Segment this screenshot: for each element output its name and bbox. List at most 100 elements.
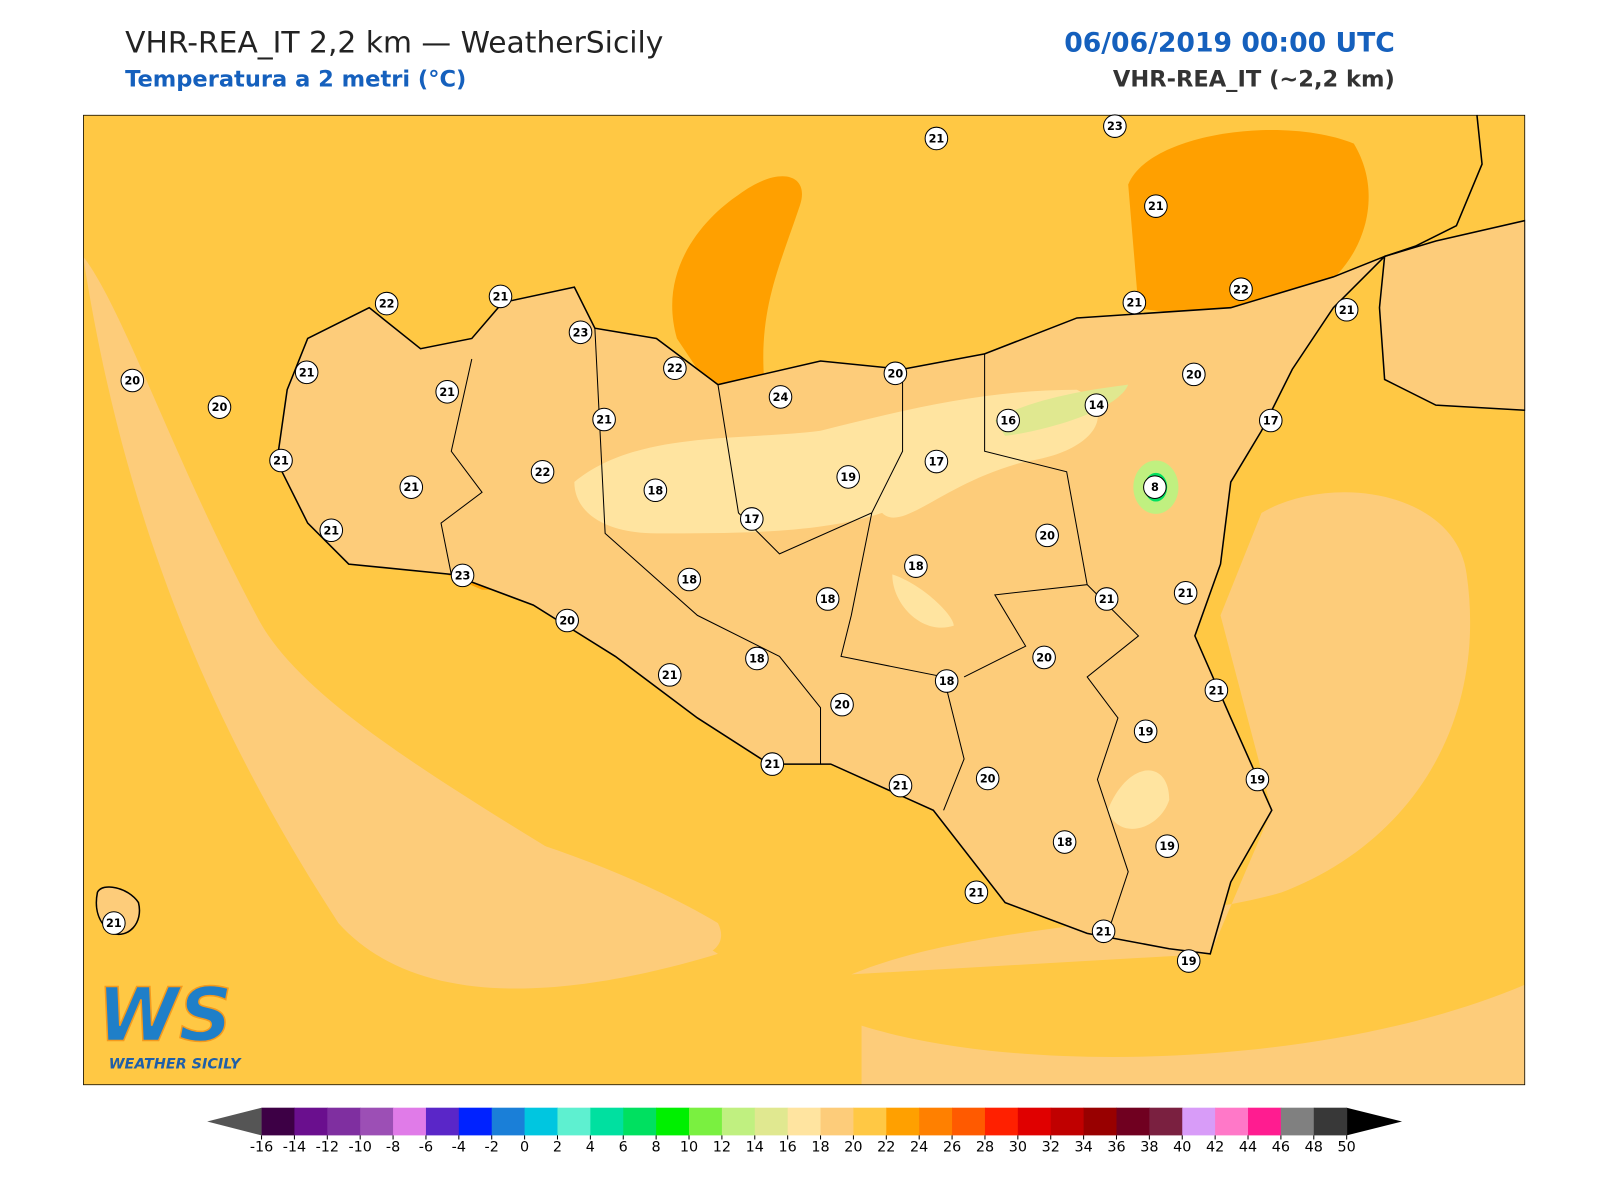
station-value: 21 — [403, 481, 419, 494]
colorbar-swatch — [1083, 1107, 1118, 1136]
station-value: 20 — [559, 615, 575, 628]
warm-area — [672, 176, 802, 385]
colorbar-tick-label: 38 — [1140, 1140, 1158, 1156]
station-marker — [677, 567, 702, 592]
colorbar-tick-label: 30 — [1009, 1140, 1027, 1156]
colorbar-tick-label: -2 — [485, 1140, 499, 1156]
colorbar-swatch — [491, 1107, 526, 1136]
station-marker — [102, 911, 126, 935]
station-marker — [568, 320, 593, 345]
colorbar: -16 -14 -12 -10 -8 -6 -4 -2 0 2 4 6 8 10 12 14 16 18 20 22 2… — [207, 1107, 1403, 1156]
station-marker — [830, 692, 854, 717]
station-marker — [964, 880, 989, 905]
station-value: 21 — [323, 524, 339, 537]
colorbar-tick-label: 42 — [1206, 1140, 1224, 1156]
colorbar-under — [207, 1107, 262, 1136]
station-marker — [996, 408, 1020, 433]
logo-name: WEATHER SICILY — [109, 1057, 242, 1073]
station-value: 17 — [1263, 415, 1279, 428]
station-value: 20 — [888, 367, 904, 380]
colorbar-swatch — [557, 1107, 591, 1136]
station-marker — [904, 554, 928, 578]
colorbar-tick-label: 28 — [976, 1140, 994, 1156]
colorbar-over — [1346, 1107, 1403, 1136]
station-marker — [739, 507, 764, 531]
station-value: 17 — [929, 456, 945, 469]
station-marker — [1176, 949, 1201, 973]
colorbar-tick-label: 8 — [652, 1140, 661, 1156]
station-value: 22 — [667, 362, 683, 375]
colorbar-tick-label: 22 — [877, 1140, 895, 1156]
station-marker — [836, 465, 860, 489]
station-marker — [450, 563, 475, 588]
map: 21 23 21 22 21 23 22 24 20 21 22 21 20 20 20 21 21 21 16 14… — [83, 114, 1526, 1086]
colorbar-swatch — [689, 1107, 723, 1136]
station-value: 20 — [834, 699, 850, 712]
colorbar-swatch — [590, 1107, 624, 1136]
colorbar-tick-label: 0 — [520, 1140, 529, 1156]
colorbar-swatch — [425, 1107, 460, 1136]
station-marker — [1182, 362, 1206, 387]
colorbar-tick-label: -4 — [452, 1140, 466, 1156]
station-value: 20 — [1039, 529, 1055, 542]
colorbar-tick-label: 20 — [844, 1140, 862, 1156]
colorbar-tick-label: 26 — [943, 1140, 961, 1156]
station-marker — [530, 460, 555, 484]
station-marker — [1204, 678, 1229, 703]
station-marker — [888, 773, 913, 798]
station-value: 22 — [535, 466, 551, 479]
colorbar-swatch — [1116, 1107, 1150, 1136]
station-value: 21 — [596, 414, 612, 427]
station-value: 20 — [1186, 368, 1202, 381]
station-marker — [1229, 277, 1253, 302]
colorbar-tick-label: 32 — [1042, 1140, 1060, 1156]
colorbar-swatch — [919, 1107, 953, 1136]
station-value: 24 — [773, 391, 789, 404]
station-value: 21 — [662, 669, 678, 682]
station-value: 18 — [681, 574, 697, 587]
coastline — [276, 255, 1386, 955]
station-value: 18 — [820, 593, 836, 606]
colorbar-tick-label: 48 — [1305, 1140, 1323, 1156]
colorbar-swatch — [458, 1107, 493, 1136]
station-marker — [934, 669, 959, 693]
colorbar-swatch — [820, 1107, 854, 1136]
station-value: 20 — [980, 772, 996, 785]
colorbar-swatch — [294, 1107, 328, 1136]
station-marker — [269, 448, 293, 473]
station-value: 19 — [1159, 840, 1175, 853]
colorbar-tick-label: 18 — [811, 1140, 829, 1156]
station-value: 14 — [1089, 399, 1105, 412]
station-marker — [120, 368, 145, 393]
station-value: 23 — [455, 569, 471, 582]
map-layers — [83, 114, 1526, 1086]
station-marker — [1258, 408, 1283, 433]
station-marker — [1133, 719, 1158, 744]
station-value: 23 — [573, 326, 589, 339]
station-marker — [760, 752, 785, 776]
station-value: 21 — [969, 886, 985, 899]
station-marker — [1035, 523, 1059, 548]
warm-area — [1128, 130, 1369, 312]
colorbar-swatch — [1182, 1107, 1216, 1136]
colorbar-swatch — [886, 1107, 920, 1136]
station-marker — [1103, 114, 1127, 138]
station-marker — [1334, 297, 1359, 322]
cool-area — [892, 574, 1170, 829]
station-marker — [319, 518, 344, 543]
station-value: 19 — [1138, 725, 1154, 738]
station-marker — [294, 360, 319, 385]
colorbar-swatch — [952, 1107, 986, 1136]
provinces — [440, 328, 1140, 934]
logo-mark: WS — [97, 973, 232, 1059]
station-marker — [207, 395, 232, 419]
colorbar-tick-label: -8 — [386, 1140, 400, 1156]
colorbar-swatch — [1248, 1107, 1282, 1136]
station-marker — [1155, 834, 1179, 858]
colorbar-swatch — [721, 1107, 756, 1136]
station-marker — [1173, 581, 1198, 605]
coastline — [1384, 114, 1483, 258]
cool-area — [574, 389, 1098, 534]
colorbar-tick-label: 4 — [586, 1140, 595, 1156]
